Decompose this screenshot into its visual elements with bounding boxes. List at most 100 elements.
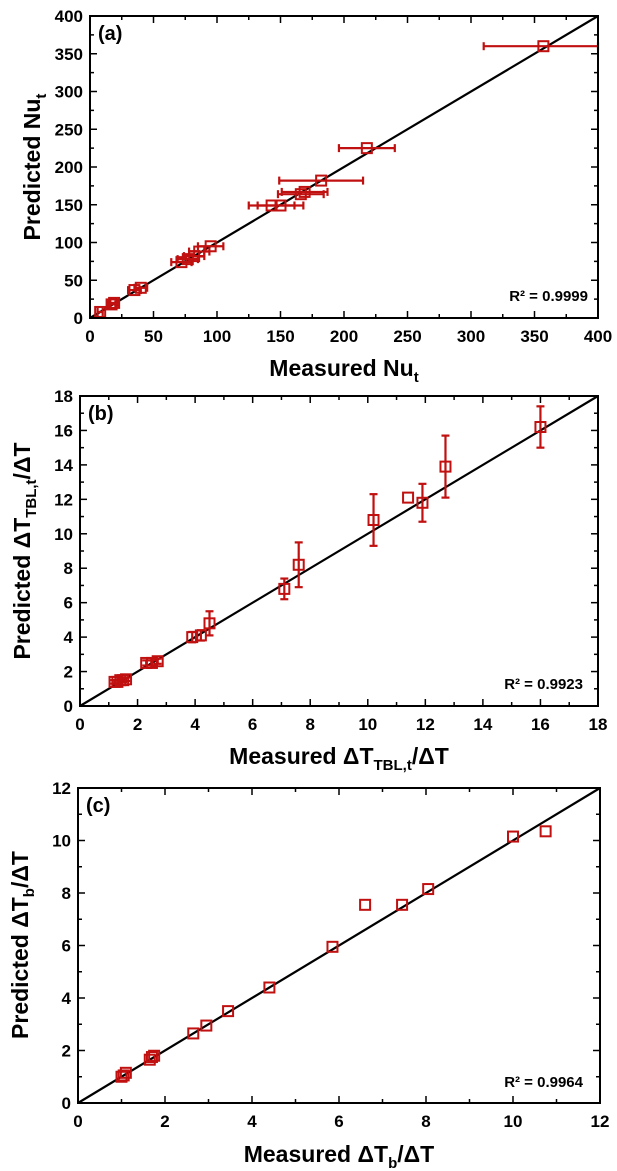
square-marker — [175, 256, 188, 269]
x-tick-label: 2 — [160, 1112, 169, 1131]
square-marker — [181, 253, 194, 266]
y-tick-label: 4 — [64, 628, 74, 647]
panel-b-ticks: 0 2 4 6 8 10 12 14 16 18 0 2 4 6 8 10 12 14 16 18 — [54, 387, 607, 734]
square-marker — [117, 1069, 130, 1082]
panel-a-fit — [89, 15, 599, 319]
square-marker — [294, 188, 307, 201]
x-tick-label: 6 — [248, 715, 257, 734]
y-tick-label: 14 — [54, 456, 73, 475]
panel-b-marks — [108, 405, 547, 688]
x-tick-label: 18 — [589, 715, 608, 734]
x-tick-label: 0 — [75, 715, 84, 734]
data-point — [367, 493, 380, 547]
x-tick-label: 14 — [473, 715, 492, 734]
square-marker — [187, 1027, 200, 1040]
data-point — [263, 981, 276, 994]
x-tick-label: 400 — [584, 327, 612, 346]
y-tick-label: 6 — [62, 937, 71, 956]
data-point — [120, 673, 133, 686]
square-marker — [186, 631, 199, 644]
square-marker — [326, 940, 339, 953]
data-point — [196, 240, 225, 253]
data-point — [256, 199, 305, 212]
data-point — [539, 825, 552, 838]
panel-a: 0 50 100 150 200 250 300 350 400 0 50 100 150 200 250 3… — [19, 7, 612, 386]
panel-a-x-title: Measured Nut — [269, 355, 418, 386]
panel-b-fit — [79, 395, 599, 707]
square-marker — [416, 496, 429, 509]
y-tick-label: 0 — [74, 309, 83, 328]
x-tick-label: 8 — [421, 1112, 430, 1131]
square-marker — [134, 281, 147, 294]
square-marker — [539, 825, 552, 838]
y-tick-label: 0 — [62, 1094, 71, 1113]
x-tick-label: 150 — [266, 327, 294, 346]
square-marker — [94, 305, 107, 318]
data-point — [416, 482, 429, 523]
data-point — [187, 1027, 200, 1040]
x-tick-label: 2 — [133, 715, 142, 734]
data-point — [507, 830, 519, 843]
panel-a-marks — [94, 40, 600, 318]
y-tick-label: 10 — [52, 832, 71, 851]
panel-c-ticks: 0 2 4 6 8 10 12 0 2 4 6 8 10 12 — [52, 779, 609, 1131]
panel-b-y-title: Predicted ΔTTBL,t/ΔT — [9, 442, 40, 659]
panel-a-label: (a) — [98, 23, 122, 45]
data-point — [278, 577, 291, 601]
panel-c-marks — [115, 825, 552, 1083]
square-marker — [108, 296, 121, 309]
square-marker — [507, 830, 519, 843]
panel-c-r2: R² = 0.9964 — [504, 1074, 583, 1091]
y-tick-label: 6 — [64, 594, 73, 613]
square-marker — [422, 883, 435, 896]
square-marker — [119, 1066, 132, 1079]
x-tick-label: 8 — [305, 715, 314, 734]
one-to-one-line — [77, 787, 601, 1104]
x-tick-label: 12 — [416, 715, 435, 734]
data-point — [292, 541, 305, 589]
y-tick-label: 10 — [54, 525, 73, 544]
panel-a-y-title: Predicted Nut — [19, 94, 50, 241]
y-tick-label: 0 — [64, 697, 73, 716]
data-point — [222, 1005, 235, 1018]
panel-b-frame — [79, 395, 599, 707]
panel-b: 0 2 4 6 8 10 12 14 16 18 0 2 4 6 8 10 12 14 16 18 (b) R² = … — [9, 387, 607, 774]
data-point — [422, 883, 435, 896]
x-tick-label: 200 — [330, 327, 358, 346]
x-tick-label: 12 — [591, 1112, 610, 1131]
y-tick-label: 300 — [55, 83, 83, 102]
x-tick-label: 300 — [457, 327, 485, 346]
panel-b-label: (b) — [88, 403, 114, 425]
y-tick-label: 2 — [62, 1042, 71, 1061]
square-marker — [292, 558, 305, 571]
y-tick-label: 150 — [55, 196, 83, 215]
x-tick-label: 16 — [531, 715, 550, 734]
y-tick-label: 12 — [52, 779, 71, 798]
y-tick-label: 8 — [64, 559, 73, 578]
x-tick-label: 10 — [358, 715, 377, 734]
square-marker — [534, 421, 547, 433]
data-point — [151, 655, 164, 668]
square-marker — [537, 40, 550, 53]
square-marker — [359, 898, 372, 911]
square-marker — [274, 199, 287, 212]
square-marker — [151, 655, 164, 668]
square-marker — [367, 514, 380, 526]
square-marker — [315, 174, 328, 187]
x-tick-label: 6 — [334, 1112, 343, 1131]
panel-a-ticks: 0 50 100 150 200 250 300 350 400 0 50 100 150 200 250 3… — [55, 7, 613, 346]
square-marker — [360, 142, 373, 155]
y-tick-label: 350 — [55, 45, 83, 64]
data-point — [203, 610, 216, 637]
data-point — [337, 142, 396, 155]
panel-b-r2: R² = 0.9923 — [504, 676, 583, 693]
data-point — [148, 1049, 161, 1062]
data-point — [278, 174, 365, 187]
data-point — [145, 1051, 158, 1064]
square-marker — [105, 298, 118, 311]
x-tick-label: 4 — [247, 1112, 257, 1131]
square-marker — [148, 1049, 161, 1062]
x-tick-label: 100 — [203, 327, 231, 346]
y-tick-label: 16 — [54, 421, 73, 440]
